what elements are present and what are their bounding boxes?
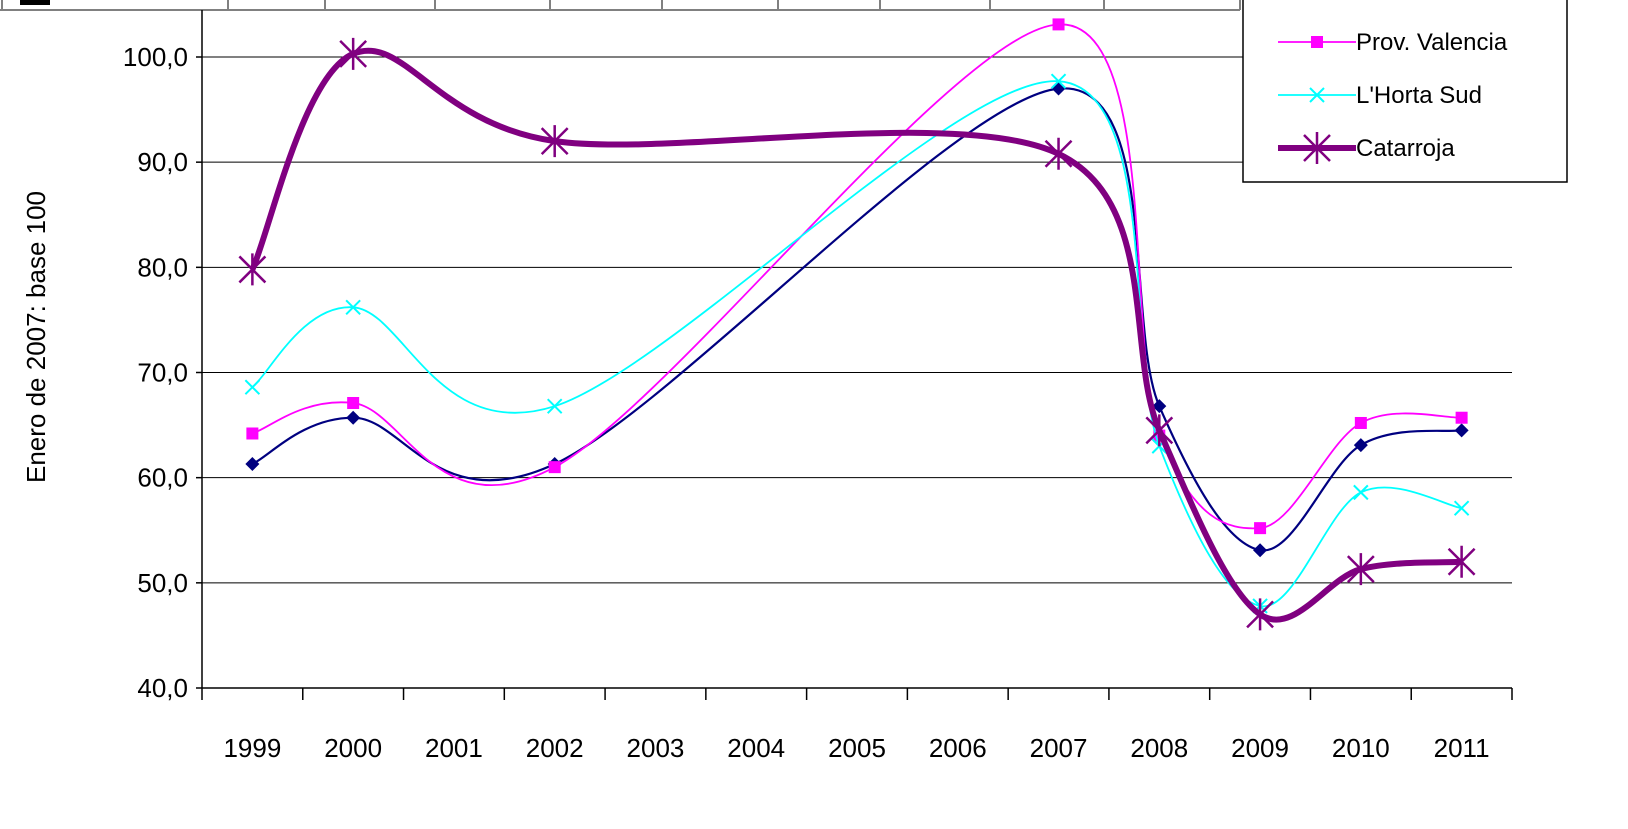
series-4	[238, 37, 1476, 631]
series-1-point	[1253, 543, 1268, 558]
series-2-point	[1254, 522, 1267, 535]
series-4-point	[238, 253, 267, 286]
series-3-point	[546, 398, 563, 414]
y-axis-title: Enero de 2007: base 100	[21, 191, 51, 483]
series-1-point	[245, 456, 260, 471]
series-3-point	[345, 299, 361, 316]
y-tick-label: 50,0	[137, 568, 188, 598]
series-1-point	[346, 410, 361, 425]
x-tick-label: 2000	[324, 733, 382, 763]
series-4-point	[339, 37, 368, 70]
top-table-fragment	[0, 0, 1241, 11]
y-tick-label: 60,0	[137, 463, 188, 493]
x-tick-label: 2005	[828, 733, 886, 763]
y-tick-labels: 40,0 50,0 60,0 70,0 80,0 90,0 100,0	[123, 42, 188, 703]
series-4-point	[1246, 598, 1274, 631]
x-tick-label: 2003	[627, 733, 685, 763]
series-2-point	[1354, 416, 1367, 429]
legend-box	[1242, 0, 1568, 183]
y-tick-label: 80,0	[137, 252, 188, 282]
series-1-point	[1353, 438, 1368, 453]
legend-label: Catarroja	[1356, 135, 1455, 162]
x-tick-label: 2008	[1130, 733, 1188, 763]
series-2-point	[347, 396, 360, 409]
y-tick-label: 70,0	[137, 358, 188, 388]
table-cell-fragment	[20, 0, 50, 5]
x-tick-label: 2009	[1231, 733, 1289, 763]
y-tick-label: 100,0	[123, 42, 188, 72]
series-2-line	[252, 23, 1462, 530]
x-tick-label: 2011	[1434, 733, 1490, 763]
series-2-point	[548, 461, 561, 474]
series-4-point	[1145, 414, 1174, 447]
x-tick-label: 2001	[425, 733, 483, 763]
legend-entry: Catarroja	[1278, 132, 1455, 164]
series-3-point	[1453, 500, 1470, 516]
legend-point	[1311, 36, 1323, 48]
x-tick-labels: 1999 2000 2001 2002 2003 2004 2005 2006 2007 2008…	[223, 733, 1489, 763]
series-1-point	[1454, 423, 1469, 438]
series-4-point	[1447, 545, 1476, 578]
legend: Prov. Valencia L'Horta Sud Catarroja	[1242, 0, 1568, 183]
legend-point	[1309, 87, 1325, 103]
series-2-point	[1455, 411, 1468, 424]
y-tick-label: 90,0	[137, 147, 188, 177]
series	[238, 18, 1476, 631]
x-tick-label: 2002	[526, 733, 584, 763]
legend-entry: L'Horta Sud	[1278, 82, 1482, 109]
x-tick-label: 2007	[1030, 733, 1088, 763]
x-tick-label: 2004	[727, 733, 785, 763]
legend-point	[1303, 132, 1331, 164]
series-3-point	[1353, 484, 1369, 501]
series-1-point	[1051, 81, 1066, 96]
series-4-point	[1044, 137, 1073, 170]
x-tick-label: 2006	[929, 733, 987, 763]
axes	[196, 10, 1513, 700]
series-1-point	[1152, 399, 1167, 414]
y-tick-label: 40,0	[137, 673, 188, 703]
x-tick-label: 2010	[1332, 733, 1390, 763]
legend-entry: Prov. Valencia	[1278, 29, 1508, 56]
legend-label: Prov. Valencia	[1356, 29, 1508, 56]
series-3	[244, 73, 1470, 614]
x-tick-label: 1999	[223, 733, 281, 763]
series-4-point	[540, 125, 569, 158]
series-2-point	[1052, 18, 1065, 31]
series-3-point	[244, 379, 261, 395]
legend-label: L'Horta Sud	[1356, 82, 1482, 109]
series-3-line	[251, 80, 1462, 607]
series-2-point	[246, 427, 259, 440]
series-3-point	[1050, 73, 1067, 89]
series-4-point	[1346, 553, 1375, 586]
